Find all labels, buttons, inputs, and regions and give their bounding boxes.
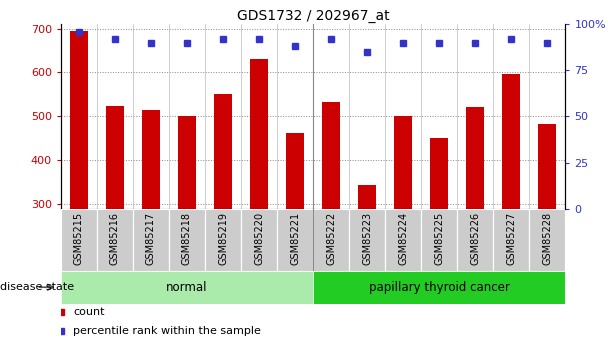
FancyBboxPatch shape — [385, 209, 421, 271]
Text: GSM85218: GSM85218 — [182, 212, 192, 265]
Bar — [250, 59, 268, 209]
FancyBboxPatch shape — [205, 209, 241, 271]
Text: GSM85222: GSM85222 — [326, 212, 336, 265]
FancyBboxPatch shape — [457, 209, 493, 271]
Bar — [394, 116, 412, 209]
Title: GDS1732 / 202967_at: GDS1732 / 202967_at — [237, 9, 390, 23]
Bar — [539, 124, 556, 209]
Bar — [178, 116, 196, 209]
FancyBboxPatch shape — [133, 209, 169, 271]
Text: GSM85225: GSM85225 — [434, 212, 444, 265]
FancyBboxPatch shape — [349, 209, 385, 271]
Text: count: count — [74, 307, 105, 317]
Bar — [106, 106, 124, 209]
Text: percentile rank within the sample: percentile rank within the sample — [74, 326, 261, 336]
Bar — [214, 94, 232, 209]
Bar — [502, 74, 520, 209]
Text: GSM85223: GSM85223 — [362, 212, 372, 265]
Bar — [430, 138, 448, 209]
Text: GSM85226: GSM85226 — [471, 212, 480, 265]
Bar — [286, 133, 304, 209]
Text: papillary thyroid cancer: papillary thyroid cancer — [369, 281, 510, 294]
Text: GSM85215: GSM85215 — [74, 212, 84, 265]
Bar — [322, 102, 340, 209]
FancyBboxPatch shape — [493, 209, 530, 271]
Text: disease state: disease state — [0, 282, 74, 292]
FancyBboxPatch shape — [97, 209, 133, 271]
Bar — [142, 110, 160, 209]
FancyBboxPatch shape — [169, 209, 205, 271]
Bar — [70, 31, 88, 209]
Text: GSM85224: GSM85224 — [398, 212, 408, 265]
FancyBboxPatch shape — [530, 209, 565, 271]
FancyBboxPatch shape — [313, 209, 349, 271]
Text: GSM85216: GSM85216 — [110, 212, 120, 265]
FancyBboxPatch shape — [277, 209, 313, 271]
FancyBboxPatch shape — [241, 209, 277, 271]
Text: GSM85221: GSM85221 — [290, 212, 300, 265]
Text: normal: normal — [166, 281, 208, 294]
Bar — [466, 107, 485, 209]
FancyBboxPatch shape — [61, 271, 313, 304]
Text: GSM85219: GSM85219 — [218, 212, 228, 265]
FancyBboxPatch shape — [313, 271, 565, 304]
Text: GSM85228: GSM85228 — [542, 212, 553, 265]
FancyBboxPatch shape — [61, 209, 97, 271]
Text: GSM85217: GSM85217 — [146, 212, 156, 265]
Text: GSM85220: GSM85220 — [254, 212, 264, 265]
Text: GSM85227: GSM85227 — [506, 212, 516, 265]
FancyBboxPatch shape — [421, 209, 457, 271]
Bar — [358, 185, 376, 209]
